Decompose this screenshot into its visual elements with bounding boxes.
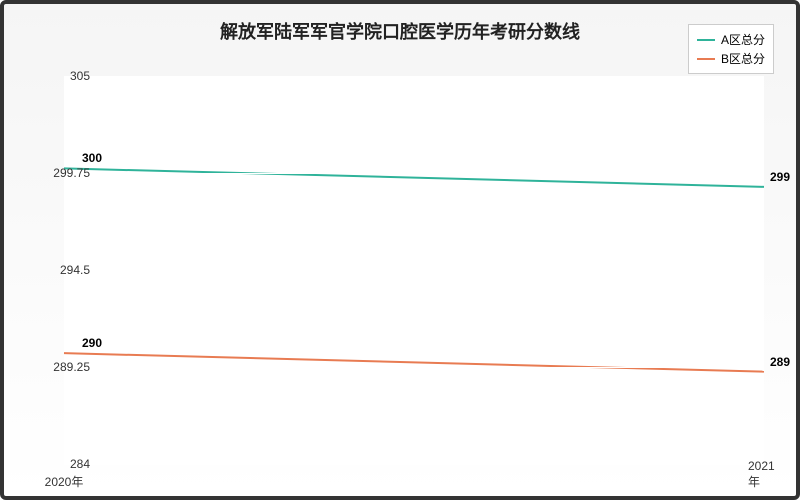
data-label: 289 xyxy=(770,355,790,369)
legend: A区总分 B区总分 xyxy=(688,24,774,74)
chart-title: 解放军陆军军官学院口腔医学历年考研分数线 xyxy=(4,18,796,44)
gridline xyxy=(64,464,764,465)
ytick-label: 299.75 xyxy=(40,166,90,180)
gridline xyxy=(64,270,764,271)
legend-item-b: B区总分 xyxy=(697,50,765,67)
data-label: 299 xyxy=(770,170,790,184)
data-label: 300 xyxy=(82,151,102,165)
chart-container: 解放军陆军军官学院口腔医学历年考研分数线 A区总分 B区总分 300299290… xyxy=(0,0,800,500)
legend-swatch-a xyxy=(697,39,715,41)
series-line xyxy=(64,353,764,371)
xtick-label: 2021年 xyxy=(748,459,780,490)
gridline xyxy=(64,367,764,368)
plot-area: 300299290289 xyxy=(64,76,764,464)
legend-label-b: B区总分 xyxy=(721,50,765,67)
data-label: 290 xyxy=(82,336,102,350)
series-line xyxy=(64,168,764,186)
ytick-label: 284 xyxy=(40,457,90,471)
gridline xyxy=(64,173,764,174)
xtick-label: 2020年 xyxy=(45,473,84,490)
ytick-label: 305 xyxy=(40,69,90,83)
legend-swatch-b xyxy=(697,58,715,60)
legend-label-a: A区总分 xyxy=(721,31,765,48)
ytick-label: 289.25 xyxy=(40,360,90,374)
legend-item-a: A区总分 xyxy=(697,31,765,48)
ytick-label: 294.5 xyxy=(40,263,90,277)
gridline xyxy=(64,76,764,77)
